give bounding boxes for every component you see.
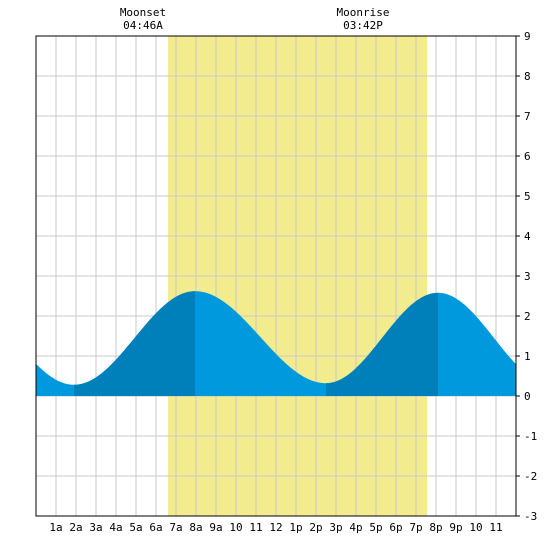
x-tick-label: 9a bbox=[209, 521, 222, 534]
x-tick-label: 1p bbox=[289, 521, 302, 534]
y-tick-label: -3 bbox=[524, 510, 537, 523]
y-tick-label: 8 bbox=[524, 70, 531, 83]
moonset-label: Moonset bbox=[120, 6, 166, 19]
y-tick-label: 0 bbox=[524, 390, 531, 403]
x-tick-label: 5a bbox=[129, 521, 142, 534]
moonrise-time: 03:42P bbox=[343, 19, 383, 32]
y-tick-label: 5 bbox=[524, 190, 531, 203]
x-tick-label: 2a bbox=[69, 521, 82, 534]
y-tick-label: 9 bbox=[524, 30, 531, 43]
x-tick-label: 6p bbox=[389, 521, 402, 534]
moonrise-label: Moonrise bbox=[337, 6, 390, 19]
tide-area-rising bbox=[74, 291, 195, 396]
x-tick-label: 10 bbox=[469, 521, 482, 534]
y-tick-label: 1 bbox=[524, 350, 531, 363]
y-tick-label: -1 bbox=[524, 430, 537, 443]
x-tick-label: 11 bbox=[249, 521, 262, 534]
x-tick-label: 10 bbox=[229, 521, 242, 534]
x-tick-label: 9p bbox=[449, 521, 462, 534]
x-tick-label: 2p bbox=[309, 521, 322, 534]
x-tick-label: 7p bbox=[409, 521, 422, 534]
x-tick-label: 5p bbox=[369, 521, 382, 534]
y-tick-label: -2 bbox=[524, 470, 537, 483]
x-tick-label: 12 bbox=[269, 521, 282, 534]
x-tick-label: 1a bbox=[49, 521, 62, 534]
x-tick-label: 11 bbox=[489, 521, 502, 534]
x-tick-label: 8p bbox=[429, 521, 442, 534]
x-tick-label: 4a bbox=[109, 521, 122, 534]
moonset-time: 04:46A bbox=[123, 19, 163, 32]
x-tick-label: 3a bbox=[89, 521, 102, 534]
x-tick-label: 3p bbox=[329, 521, 342, 534]
x-tick-label: 8a bbox=[189, 521, 202, 534]
y-tick-label: 7 bbox=[524, 110, 531, 123]
y-tick-label: 3 bbox=[524, 270, 531, 283]
y-tick-label: 2 bbox=[524, 310, 531, 323]
y-tick-label: 4 bbox=[524, 230, 531, 243]
x-tick-label: 4p bbox=[349, 521, 362, 534]
tide-area-rising bbox=[326, 292, 438, 396]
y-tick-label: 6 bbox=[524, 150, 531, 163]
x-tick-label: 7a bbox=[169, 521, 182, 534]
x-tick-label: 6a bbox=[149, 521, 162, 534]
